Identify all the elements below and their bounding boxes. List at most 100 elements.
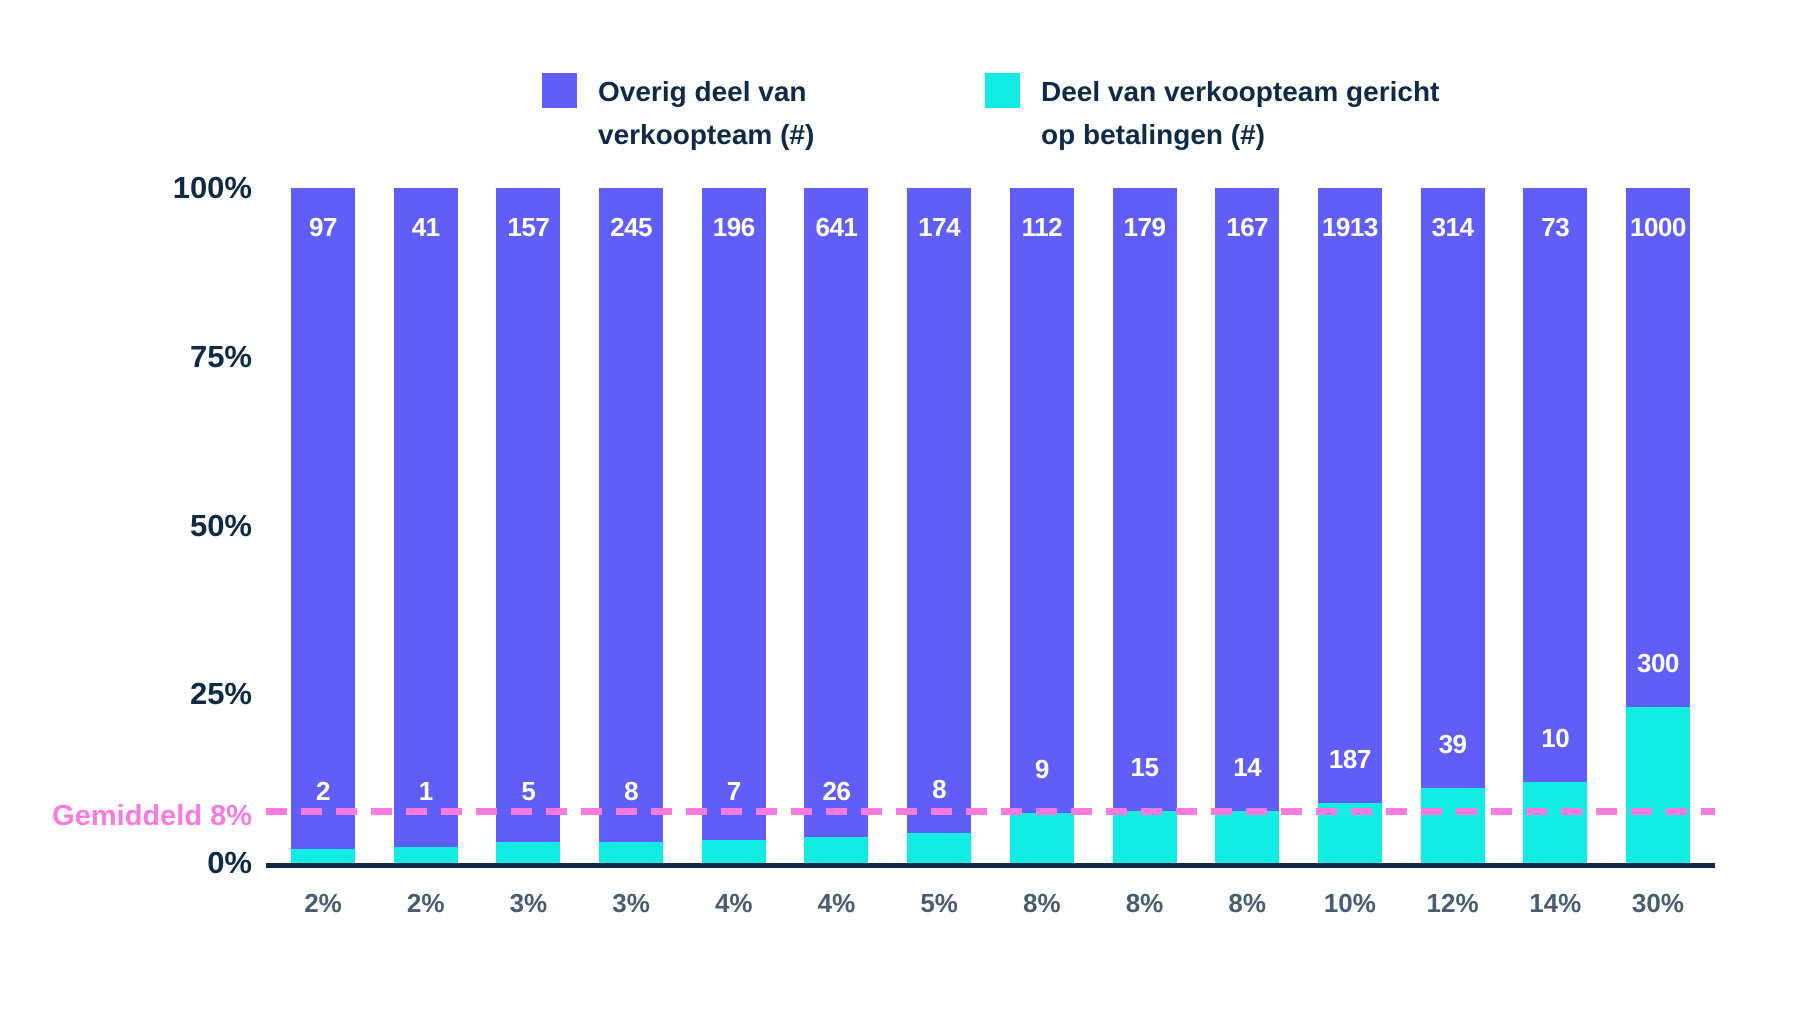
x-axis-tick: 4% xyxy=(714,888,753,918)
bar-value-overig: 1000 xyxy=(1630,212,1686,242)
bar-value-overig: 112 xyxy=(1021,212,1063,242)
x-axis-tick: 8% xyxy=(1125,888,1164,918)
segment-overig xyxy=(804,188,869,837)
bar-9: 179 15 8% xyxy=(1112,188,1177,918)
x-axis-tick: 8% xyxy=(1023,888,1061,918)
bar-value-overig: 179 xyxy=(1123,212,1166,242)
bar-value-overig: 314 xyxy=(1431,212,1474,242)
bar-value-overig: 41 xyxy=(411,212,440,242)
bar-value-betalingen: 15 xyxy=(1130,751,1159,782)
bar-value-overig: 174 xyxy=(918,212,961,242)
legend-label-betalingen-line2: op betalingen (#) xyxy=(1041,119,1265,150)
segment-betalingen xyxy=(496,842,561,863)
average-line-label: Gemiddeld 8% xyxy=(52,800,252,832)
segment-betalingen xyxy=(1112,810,1177,863)
segment-overig xyxy=(1112,188,1177,811)
bar-value-betalingen: 300 xyxy=(1636,648,1679,679)
segment-overig xyxy=(1625,188,1690,708)
segment-overig xyxy=(1523,188,1588,782)
segment-overig xyxy=(393,188,458,847)
bar-value-betalingen: 9 xyxy=(1034,753,1049,784)
bar-10: 167 14 8% xyxy=(1215,188,1280,918)
y-axis-tick: 0% xyxy=(207,845,252,880)
bar-value-overig: 157 xyxy=(507,212,550,242)
x-axis-tick: 8% xyxy=(1228,888,1266,918)
y-axis-tick: 75% xyxy=(189,338,252,374)
bar-value-overig: 167 xyxy=(1226,212,1269,242)
bar-value-betalingen: 2 xyxy=(316,776,330,806)
segment-betalingen xyxy=(1009,812,1074,863)
segment-overig xyxy=(599,188,664,842)
average-dashed-line xyxy=(266,808,1715,815)
x-axis-tick: 10% xyxy=(1323,888,1376,918)
legend-swatch-overig xyxy=(542,73,577,108)
bar-value-betalingen: 7 xyxy=(726,776,741,806)
bar-value-betalingen: 8 xyxy=(932,774,947,805)
bar-value-betalingen: 5 xyxy=(521,776,536,806)
segment-overig xyxy=(1009,188,1074,813)
x-axis-tick: 3% xyxy=(612,888,650,918)
segment-betalingen xyxy=(907,833,972,863)
segment-overig xyxy=(291,188,355,850)
legend-label-betalingen-line1: Deel van verkoopteam gericht xyxy=(1041,76,1440,107)
legend-label-overig-line2: verkoopteam (#) xyxy=(598,119,815,150)
x-axis-tick: 14% xyxy=(1529,888,1582,918)
bar-value-overig: 196 xyxy=(712,212,755,242)
segment-overig xyxy=(1420,188,1485,789)
x-axis-tick: 4% xyxy=(817,888,856,918)
segment-overig xyxy=(1317,188,1382,803)
bar-value-betalingen: 26 xyxy=(822,776,851,806)
bar-5: 196 7 4% xyxy=(701,188,766,918)
y-axis-tick: 100% xyxy=(172,170,252,205)
bar-value-betalingen: 8 xyxy=(624,776,639,806)
segment-betalingen xyxy=(1625,707,1690,863)
y-axis-tick: 25% xyxy=(189,676,252,712)
x-axis-tick: 3% xyxy=(509,888,548,918)
bar-11: 1913 187 10% xyxy=(1317,188,1382,918)
bar-7: 174 8 5% xyxy=(907,188,972,918)
segment-betalingen xyxy=(701,839,766,863)
x-axis-tick: 12% xyxy=(1426,888,1479,918)
bar-value-overig: 1913 xyxy=(1321,212,1378,242)
segment-overig xyxy=(701,188,766,840)
legend-label-overig: Overig deel van verkoopteam (#) xyxy=(598,70,814,156)
segment-betalingen xyxy=(291,849,355,863)
legend-label-overig-line1: Overig deel van xyxy=(598,76,807,107)
segment-betalingen xyxy=(393,846,458,863)
bar-value-betalingen: 39 xyxy=(1438,729,1467,760)
bar-3: 157 5 3% xyxy=(496,188,561,918)
bar-6: 641 26 4% xyxy=(804,188,869,918)
segment-overig xyxy=(496,188,561,843)
segment-betalingen xyxy=(804,836,869,863)
segment-betalingen xyxy=(1215,810,1280,863)
bar-value-betalingen: 14 xyxy=(1233,751,1262,782)
bar-value-overig: 73 xyxy=(1541,212,1570,242)
bar-8: 112 9 8% xyxy=(1009,188,1074,918)
bar-13: 73 10 14% xyxy=(1523,188,1588,918)
x-axis-tick: 5% xyxy=(920,888,958,918)
plot-area: 97 2 2% 41 1 2% 157 5 3% 245 8 3% 196 7 4% 641 26 4% 174 8 5… xyxy=(266,188,1715,918)
x-axis-tick: 2% xyxy=(406,888,445,918)
bar-2: 41 1 2% xyxy=(393,188,458,918)
bar-value-overig: 97 xyxy=(309,212,337,242)
bar-value-overig: 245 xyxy=(610,212,652,242)
legend-swatch-betalingen xyxy=(985,73,1020,108)
bar-value-betalingen: 187 xyxy=(1328,743,1371,774)
bar-group: 97 2 2% 41 1 2% 157 5 3% 245 8 3% 196 7 4% 641 26 4% 174 8 5… xyxy=(266,188,1715,918)
bar-value-overig: 641 xyxy=(815,212,858,242)
bar-14: 1000 300 30% xyxy=(1625,188,1690,918)
bar-1: 97 2 2% xyxy=(291,188,355,918)
x-axis-tick: 30% xyxy=(1631,888,1684,918)
segment-betalingen xyxy=(1523,781,1588,863)
segment-overig xyxy=(1215,188,1280,811)
bar-12: 314 39 12% xyxy=(1420,188,1485,918)
bar-value-betalingen: 10 xyxy=(1541,722,1570,753)
bar-value-betalingen: 1 xyxy=(418,776,433,806)
x-axis-tick: 2% xyxy=(304,888,342,918)
segment-betalingen xyxy=(1420,788,1485,863)
bar-4: 245 8 3% xyxy=(599,188,664,918)
y-axis-tick: 50% xyxy=(189,507,252,543)
segment-betalingen xyxy=(599,841,664,863)
legend-label-betalingen: Deel van verkoopteam gericht op betaling… xyxy=(1041,70,1439,156)
